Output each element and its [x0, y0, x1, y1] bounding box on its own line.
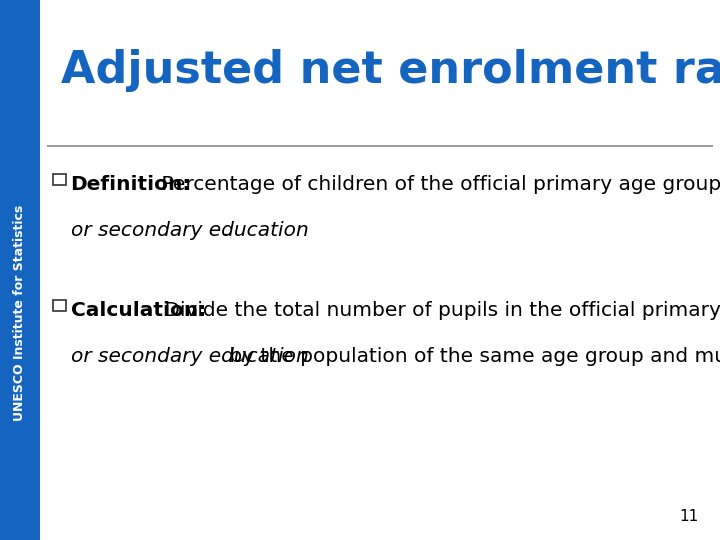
Text: Definition:: Definition: — [71, 176, 191, 194]
Bar — [0, 0, 40, 540]
Text: or secondary education: or secondary education — [71, 221, 308, 240]
Text: Divide the total number of pupils in the official primary age group who are enro: Divide the total number of pupils in the… — [158, 301, 720, 320]
Text: Adjusted net enrolment rate (NERA): Adjusted net enrolment rate (NERA) — [61, 49, 720, 92]
Text: 11: 11 — [679, 509, 698, 524]
Text: UNESCO Institute for Statistics: UNESCO Institute for Statistics — [13, 205, 27, 421]
Text: .: . — [223, 221, 230, 240]
Text: by the population of the same age group and multiply the result by 100.: by the population of the same age group … — [223, 347, 720, 366]
Text: or secondary education: or secondary education — [71, 347, 308, 366]
Text: Calculation:: Calculation: — [71, 301, 206, 320]
Bar — [53, 300, 66, 310]
Text: Percentage of children of the official primary age group who are enrolled in pri: Percentage of children of the official p… — [155, 176, 720, 194]
Bar — [53, 174, 66, 185]
